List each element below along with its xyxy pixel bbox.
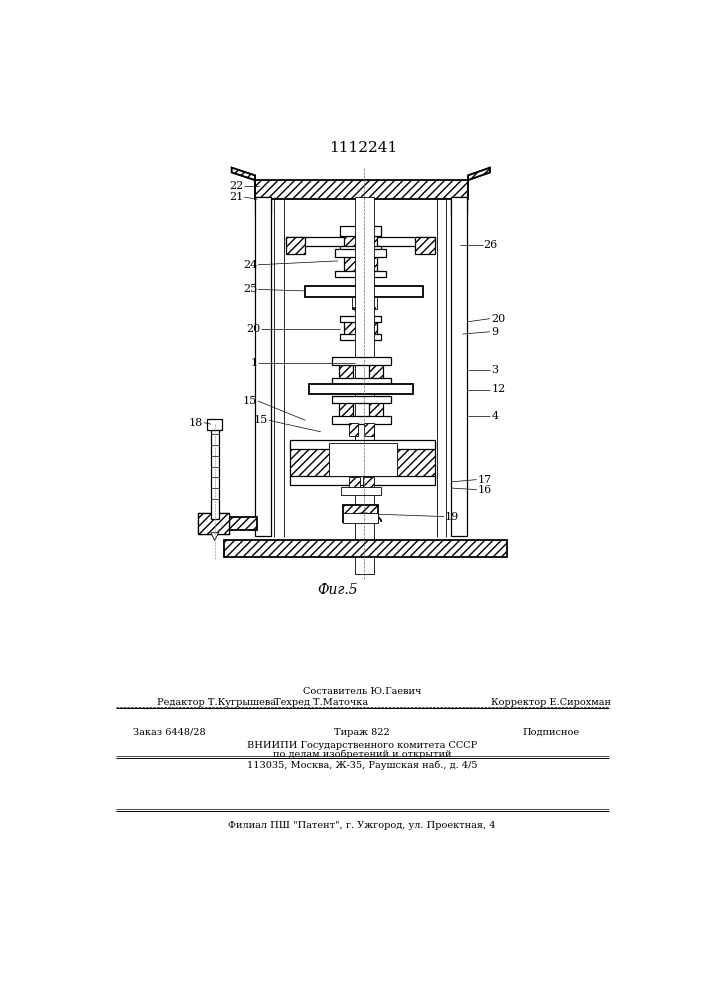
Bar <box>363 477 373 488</box>
Bar <box>290 443 330 478</box>
Bar <box>344 252 377 274</box>
Text: Тираж 822: Тираж 822 <box>334 728 390 737</box>
Bar <box>451 197 467 536</box>
Text: 113035, Москва, Ж-35, Раушская наб., д. 4/5: 113035, Москва, Ж-35, Раушская наб., д. … <box>247 761 477 770</box>
Text: 18: 18 <box>189 418 203 428</box>
Bar <box>255 197 271 536</box>
Bar <box>349 423 358 436</box>
Bar <box>340 334 381 340</box>
Polygon shape <box>211 533 218 540</box>
Bar <box>199 513 230 534</box>
Text: по делам изобретений и открытий: по делам изобретений и открытий <box>273 750 451 759</box>
Bar <box>255 180 468 199</box>
Bar <box>416 237 435 254</box>
Bar <box>207 419 223 430</box>
Bar <box>364 423 373 436</box>
Polygon shape <box>468 168 490 180</box>
Bar <box>335 249 386 257</box>
Bar <box>340 246 380 252</box>
Bar <box>340 316 381 322</box>
Bar <box>199 513 230 534</box>
Bar <box>341 487 381 495</box>
Text: 15: 15 <box>254 415 268 425</box>
Text: 3: 3 <box>491 365 498 375</box>
Bar <box>290 476 435 485</box>
Text: 25: 25 <box>243 284 257 294</box>
Polygon shape <box>468 168 490 180</box>
Polygon shape <box>353 308 376 319</box>
Bar <box>305 286 423 297</box>
Bar <box>344 232 377 247</box>
Bar <box>329 443 397 476</box>
Bar <box>339 363 353 379</box>
Bar <box>395 443 435 478</box>
Text: 15: 15 <box>243 396 257 406</box>
Bar <box>332 396 391 403</box>
Bar <box>349 477 360 488</box>
Bar <box>224 540 507 557</box>
Bar <box>451 197 467 214</box>
Bar <box>332 378 391 386</box>
Text: 21: 21 <box>229 192 243 202</box>
Bar <box>365 319 378 336</box>
Polygon shape <box>232 168 255 180</box>
Text: 12: 12 <box>491 384 506 394</box>
Bar <box>369 363 383 379</box>
Text: Филиал ПШ "Патент", г. Ужгород, ул. Проектная, 4: Филиал ПШ "Патент", г. Ужгород, ул. Прое… <box>228 821 496 830</box>
Text: 19: 19 <box>445 512 459 522</box>
Text: 16: 16 <box>477 485 491 495</box>
Bar <box>335 271 386 277</box>
Text: 20: 20 <box>246 324 260 334</box>
Text: Редактор Т.Кугрышева: Редактор Т.Кугрышева <box>156 698 276 707</box>
Text: 17: 17 <box>477 475 491 485</box>
Bar <box>343 513 378 523</box>
Text: 9: 9 <box>491 327 498 337</box>
Text: 22: 22 <box>229 181 243 191</box>
Bar <box>343 505 378 522</box>
Bar <box>211 426 218 519</box>
Bar <box>286 237 305 254</box>
Bar <box>286 237 435 246</box>
Text: 1: 1 <box>250 358 257 368</box>
Bar <box>369 401 383 418</box>
Text: 24: 24 <box>243 260 257 270</box>
Text: Составитель Ю.Гаевич: Составитель Ю.Гаевич <box>303 687 421 696</box>
Text: 4: 4 <box>491 411 498 421</box>
Bar <box>332 416 391 424</box>
Bar <box>202 517 257 530</box>
Text: 26: 26 <box>484 240 498 250</box>
Bar <box>355 197 373 574</box>
Text: Заказ 6448/28: Заказ 6448/28 <box>134 728 206 737</box>
Text: Фиг.5: Фиг.5 <box>317 583 358 597</box>
Text: Корректор Е.Сирохман: Корректор Е.Сирохман <box>491 698 612 707</box>
Bar <box>339 401 353 418</box>
Bar <box>332 357 391 365</box>
Text: 20: 20 <box>491 314 506 324</box>
Text: 1112241: 1112241 <box>329 141 397 155</box>
Text: ВНИИПИ Государственного комитета СССР: ВНИИПИ Государственного комитета СССР <box>247 741 477 750</box>
Bar <box>340 226 380 235</box>
Polygon shape <box>232 168 255 180</box>
Bar <box>255 197 271 214</box>
Bar <box>290 440 435 449</box>
Bar <box>344 319 356 336</box>
Text: Техред Т.Маточка: Техред Т.Маточка <box>274 698 368 707</box>
Text: Подписное: Подписное <box>522 728 580 737</box>
Bar <box>309 384 413 394</box>
Bar <box>352 297 377 309</box>
